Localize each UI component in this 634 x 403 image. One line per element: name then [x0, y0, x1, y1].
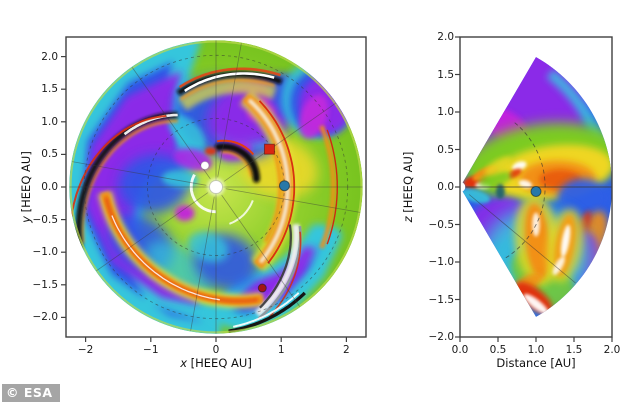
tick-label: −2.0 [428, 331, 455, 343]
tick-label: −2.0 [32, 311, 59, 324]
tick-label: 0.0 [437, 181, 454, 193]
red-square-marker [263, 143, 275, 155]
tick-label: −1.5 [428, 293, 455, 306]
esa-watermark: © ESA [2, 384, 60, 402]
earth-marker [530, 186, 542, 197]
sun-marker [209, 180, 223, 194]
left-y-axis-label: y [HEEQ AU] [19, 151, 33, 223]
tick-label: 1.0 [527, 344, 545, 356]
tick-label: 1.5 [565, 344, 583, 356]
tick-label: −1.0 [32, 246, 59, 259]
tick-label: 0.0 [451, 344, 469, 356]
tick-label: 2.0 [603, 344, 621, 356]
dark-red-marker [257, 283, 267, 293]
tick-label: 2.0 [41, 50, 58, 63]
tick-label: 1.0 [437, 106, 454, 118]
tick-label: 1.0 [41, 115, 58, 128]
tick-label: 0.5 [41, 148, 58, 161]
tick-label: 1.5 [41, 83, 58, 96]
left-x-axis-label: x [HEEQ AU] [180, 356, 252, 370]
right-panel-markers [530, 186, 542, 197]
tick-label: 0 [212, 344, 220, 356]
right-x-axis-label: Distance [AU] [496, 356, 576, 370]
tick-label: −0.5 [32, 213, 59, 226]
tick-label: 1.5 [437, 68, 454, 81]
tick-label: 2 [343, 344, 350, 356]
tick-label: 2.0 [437, 31, 454, 43]
left-panel-markers [200, 143, 290, 293]
inner-planet-marker [200, 160, 210, 170]
axes-frames-and-ticks [61, 36, 613, 342]
tick-label: 1 [277, 344, 285, 356]
tick-label: 0.5 [489, 344, 507, 356]
tick-label: −0.5 [428, 218, 455, 231]
earth-marker [278, 180, 290, 192]
tick-label: −1.5 [32, 278, 59, 291]
tick-label: −1 [143, 344, 159, 356]
tick-label: −1.0 [428, 256, 455, 268]
left-panel-heatmap [69, 40, 363, 334]
tick-label: −2 [77, 344, 94, 356]
right-y-axis-label: z [HEEQ AU] [401, 151, 415, 223]
tick-label: 0.5 [437, 143, 454, 156]
tick-label: 0.0 [41, 181, 58, 193]
right-panel-heatmap [462, 57, 612, 317]
